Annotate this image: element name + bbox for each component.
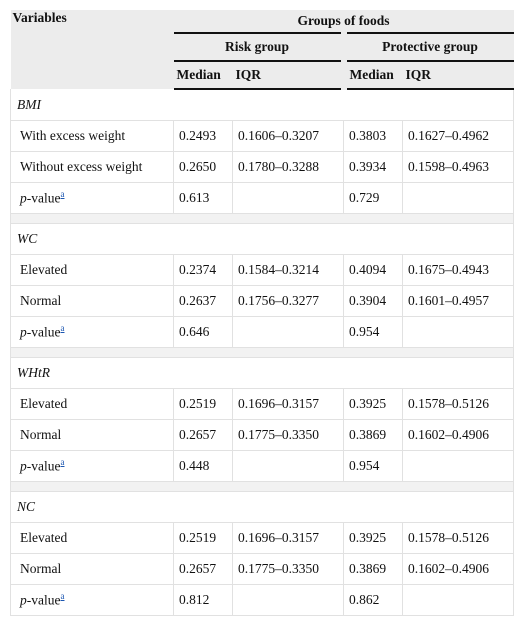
protective-iqr-cell: 0.1598–0.4963 [401, 151, 515, 183]
risk-pvalue-cell: 0.646 [173, 316, 233, 348]
protective-median-cell: 0.3869 [343, 419, 403, 451]
risk-pvalue-cell: 0.613 [173, 182, 233, 214]
section-title: WHtR [9, 357, 515, 389]
risk-median-cell: 0.2637 [173, 285, 233, 317]
data-table-wrapper: Variables Groups of foods Risk group Pro… [9, 10, 515, 616]
pvalue-row: p-valuea 0.812 0.862 [10, 584, 515, 616]
table-row: Elevated 0.2519 0.1696–0.3157 0.3925 0.1… [10, 388, 515, 420]
protective-median-cell: 0.3925 [343, 388, 403, 420]
empty-cell [401, 182, 515, 214]
footnote-link[interactable]: a [60, 457, 65, 468]
empty-cell [232, 182, 344, 214]
empty-cell [401, 316, 515, 348]
table-row: Normal 0.2637 0.1756–0.3277 0.3904 0.160… [10, 285, 515, 317]
protective-median-cell: 0.4094 [343, 254, 403, 286]
header-variables: Variables [10, 10, 174, 89]
section-spacer [9, 481, 515, 492]
protective-median-cell: 0.3803 [343, 120, 403, 152]
empty-cell [232, 584, 344, 616]
header-risk-group: Risk group [173, 32, 347, 61]
table-row: Elevated 0.2519 0.1696–0.3157 0.3925 0.1… [10, 522, 515, 554]
risk-iqr-cell: 0.1696–0.3157 [232, 522, 344, 554]
row-label: Without excess weight [10, 151, 174, 183]
row-label: Elevated [10, 388, 174, 420]
protective-median-cell: 0.3869 [343, 553, 403, 585]
risk-median-cell: 0.2650 [173, 151, 233, 183]
risk-iqr-cell: 0.1775–0.3350 [232, 419, 344, 451]
empty-cell [232, 316, 344, 348]
pvalue-row: p-valuea 0.613 0.729 [10, 182, 515, 214]
header-risk-iqr: IQR [232, 60, 347, 90]
protective-pvalue-cell: 0.862 [343, 584, 403, 616]
pvalue-label: p-valuea [10, 450, 174, 482]
risk-iqr-cell: 0.1584–0.3214 [232, 254, 344, 286]
row-label: Normal [10, 285, 174, 317]
protective-iqr-cell: 0.1601–0.4957 [401, 285, 515, 317]
protective-iqr-cell: 0.1578–0.5126 [401, 522, 515, 554]
footnote-link[interactable]: a [60, 323, 65, 334]
pvalue-row: p-valuea 0.448 0.954 [10, 450, 515, 482]
table-row: Normal 0.2657 0.1775–0.3350 0.3869 0.160… [10, 419, 515, 451]
row-label: Normal [10, 553, 174, 585]
footnote-link[interactable]: a [60, 189, 65, 200]
protective-iqr-cell: 0.1602–0.4906 [401, 419, 515, 451]
header-protective-median: Median [343, 60, 403, 90]
table-row: Without excess weight 0.2650 0.1780–0.32… [10, 151, 515, 183]
risk-median-cell: 0.2519 [173, 388, 233, 420]
risk-median-cell: 0.2657 [173, 419, 233, 451]
row-label: Elevated [10, 254, 174, 286]
pvalue-label: p-valuea [10, 584, 174, 616]
pvalue-row: p-valuea 0.646 0.954 [10, 316, 515, 348]
protective-iqr-cell: 0.1602–0.4906 [401, 553, 515, 585]
protective-median-cell: 0.3925 [343, 522, 403, 554]
section-title: NC [9, 491, 515, 523]
empty-cell [401, 584, 515, 616]
protective-pvalue-cell: 0.954 [343, 450, 403, 482]
risk-pvalue-cell: 0.448 [173, 450, 233, 482]
table-row: Elevated 0.2374 0.1584–0.3214 0.4094 0.1… [10, 254, 515, 286]
footnote-link[interactable]: a [60, 591, 65, 602]
section-title: WC [9, 223, 515, 255]
empty-cell [401, 450, 515, 482]
protective-iqr-cell: 0.1627–0.4962 [401, 120, 515, 152]
protective-iqr-cell: 0.1578–0.5126 [401, 388, 515, 420]
pvalue-label: p-valuea [10, 316, 174, 348]
risk-pvalue-cell: 0.812 [173, 584, 233, 616]
row-label: Elevated [10, 522, 174, 554]
risk-median-cell: 0.2493 [173, 120, 233, 152]
risk-iqr-cell: 0.1780–0.3288 [232, 151, 344, 183]
risk-median-cell: 0.2657 [173, 553, 233, 585]
protective-median-cell: 0.3904 [343, 285, 403, 317]
row-label: With excess weight [10, 120, 174, 152]
risk-iqr-cell: 0.1606–0.3207 [232, 120, 344, 152]
protective-pvalue-cell: 0.954 [343, 316, 403, 348]
header-groups-of-foods: Groups of foods [173, 10, 514, 33]
risk-iqr-cell: 0.1696–0.3157 [232, 388, 344, 420]
empty-cell [232, 450, 344, 482]
row-label: Normal [10, 419, 174, 451]
protective-median-cell: 0.3934 [343, 151, 403, 183]
risk-iqr-cell: 0.1756–0.3277 [232, 285, 344, 317]
pvalue-label: p-valuea [10, 182, 174, 214]
data-table: Variables Groups of foods Risk group Pro… [9, 10, 515, 616]
section-spacer [9, 213, 515, 224]
table-row: Normal 0.2657 0.1775–0.3350 0.3869 0.160… [10, 553, 515, 585]
section-spacer [9, 347, 515, 358]
header-risk-median: Median [173, 60, 233, 90]
protective-iqr-cell: 0.1675–0.4943 [401, 254, 515, 286]
header-protective-iqr: IQR [402, 60, 514, 90]
section-title: BMI [9, 89, 515, 121]
table-row: With excess weight 0.2493 0.1606–0.3207 … [10, 120, 515, 152]
risk-median-cell: 0.2519 [173, 522, 233, 554]
risk-median-cell: 0.2374 [173, 254, 233, 286]
risk-iqr-cell: 0.1775–0.3350 [232, 553, 344, 585]
protective-pvalue-cell: 0.729 [343, 182, 403, 214]
header-protective-group: Protective group [343, 32, 514, 61]
